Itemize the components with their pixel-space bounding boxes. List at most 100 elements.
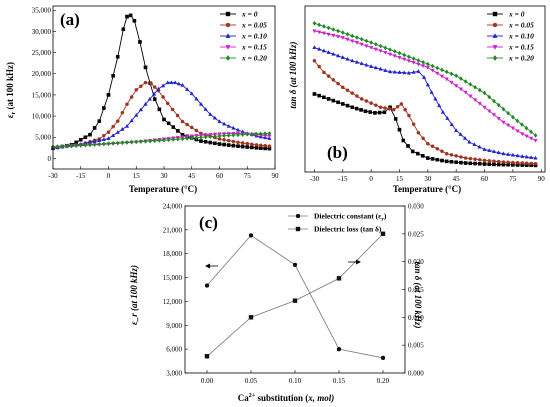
- panel-c-legend: Dielectric constant (εr) Dielectric loss …: [288, 212, 387, 234]
- panel-a-data-point: [180, 119, 185, 124]
- panel-c-letter: (c): [199, 213, 218, 232]
- panel-b-data-point: [501, 151, 506, 156]
- panel-b-data-point: [496, 102, 501, 108]
- panel-b-data-point: [416, 131, 421, 135]
- panel-a-data-point: [245, 131, 250, 137]
- panel-b-data-point: [354, 41, 360, 45]
- panel-b-data-point: [435, 65, 440, 71]
- panel-a-ytick-label: 15,000: [32, 91, 52, 99]
- panel-b-data-point: [411, 60, 416, 65]
- panel-b-data-point: [468, 94, 473, 99]
- panel-b-data-point: [433, 96, 438, 101]
- panel-b-data-point: [520, 122, 524, 127]
- panel-b-data-point: [321, 48, 326, 53]
- panel-c-ytick-left-label: 24,000: [163, 203, 183, 211]
- panel-a-data-point: [147, 96, 152, 101]
- panel-a-ytick-label: 10,000: [32, 113, 52, 121]
- panel-b-data-point: [322, 23, 326, 29]
- panel-c: ε_r (at 100 kHz) tan δ (at 100 kHz) Ca2+…: [129, 203, 424, 404]
- panel-a-data-point: [92, 126, 97, 130]
- panel-b-data-point: [482, 147, 487, 151]
- panel-b-data-point: [487, 109, 492, 114]
- panel-a-data-point: [97, 119, 102, 123]
- panel-a-data-point: [171, 125, 176, 129]
- panel-a-data-point: [199, 134, 203, 140]
- panel-b-data-point: [312, 29, 317, 34]
- panel-a-data-point: [213, 141, 217, 146]
- panel-c-ytick-left-label: 3,000: [166, 370, 182, 378]
- panel-a-data-point: [263, 131, 267, 137]
- panel-b-data-point: [444, 77, 449, 82]
- panel-b-legend-marker: [492, 45, 498, 50]
- panel-b-data-point: [492, 162, 496, 167]
- panel-a-data-point: [115, 140, 120, 146]
- panel-b-data-point: [331, 27, 336, 32]
- panel-b-data-point: [369, 46, 374, 50]
- panel-a-data-point: [208, 112, 213, 116]
- panel-a-xtick-label: 15: [133, 172, 141, 180]
- panel-b-data-point: [392, 48, 397, 54]
- panel-b-xtick-label: 0: [369, 175, 373, 183]
- panel-b-data-point: [449, 159, 454, 164]
- panel-b-data-point: [399, 102, 404, 106]
- panel-b-data-point: [426, 141, 430, 146]
- panel-c-legend-label: Dielectric loss (tan δ): [314, 225, 382, 234]
- panel-a-data-point: [115, 130, 120, 134]
- panel-c-frame: [184, 205, 406, 374]
- panel-c-ytick-left-label: 15,000: [163, 274, 183, 282]
- panel-a-data-point: [231, 139, 236, 144]
- panel-c-ylabel-right: tan δ (at 100 kHz): [413, 261, 423, 328]
- panel-b-data-point: [383, 45, 388, 51]
- panel-b-data-point: [510, 126, 515, 131]
- panel-a-data-point: [240, 132, 245, 137]
- panel-a-data-point: [217, 142, 222, 146]
- panel-a-xtick-label: 60: [216, 172, 224, 180]
- panel-b-data-point: [478, 157, 482, 162]
- panel-b-data-point: [440, 67, 444, 73]
- panel-b-data-point: [439, 74, 445, 79]
- panel-a-data-point: [250, 145, 254, 150]
- panel-b-data-point: [533, 133, 538, 138]
- panel-c-data-point: [248, 315, 254, 320]
- panel-b-data-point: [364, 44, 369, 49]
- panel-b-data-point: [321, 31, 326, 36]
- panel-c-data-point: [204, 283, 210, 288]
- panel-b-data-point: [373, 65, 378, 70]
- panel-c-legend-label: Dielectric constant (εr): [314, 212, 387, 223]
- panel-a-ytick-label: 5,000: [35, 134, 51, 142]
- panel-a-data-point: [132, 19, 137, 23]
- panel-b-data-point: [410, 149, 415, 154]
- panel-b-frame: [304, 5, 546, 173]
- panel-a-data-point: [176, 136, 180, 142]
- panel-b-data-point: [312, 45, 317, 49]
- panel-b-data-point: [355, 94, 359, 98]
- panel-b-data-point: [373, 111, 377, 115]
- panel-b-xtick-label: -15: [338, 175, 348, 183]
- panel-b-data-point: [331, 98, 336, 103]
- panel-b-data-point: [440, 149, 444, 154]
- panel-c-data-point: [204, 354, 210, 359]
- panel-a-legend-marker: [225, 55, 231, 61]
- panel-b-data-point: [467, 139, 472, 144]
- panel-a-data-point: [152, 85, 157, 89]
- panel-a-data-point: [134, 139, 139, 145]
- panel-b-data-point: [472, 98, 478, 103]
- panel-b-data-point: [421, 75, 427, 79]
- panel-b-data-point: [369, 64, 374, 68]
- panel-a-data-point: [185, 136, 189, 141]
- panel-b-data-point: [445, 115, 450, 120]
- panel-a-data-point: [194, 96, 199, 101]
- panel-a-data-point: [169, 80, 174, 85]
- panel-b-data-point: [520, 154, 525, 158]
- panel-c-ytick-left-label: 9,000: [166, 322, 182, 330]
- panel-c-data-point: [336, 276, 342, 281]
- panel-a-data-point: [180, 136, 185, 142]
- panel-b-data-point: [492, 98, 496, 104]
- panel-b-data-point: [359, 36, 364, 42]
- panel-a-data-point: [106, 130, 111, 134]
- panel-b-data-point: [487, 158, 492, 163]
- panel-b-data-point: [312, 92, 317, 96]
- panel-b-data-point: [511, 114, 515, 120]
- panel-b-data-point: [374, 41, 378, 47]
- panel-b-data-point: [388, 47, 392, 53]
